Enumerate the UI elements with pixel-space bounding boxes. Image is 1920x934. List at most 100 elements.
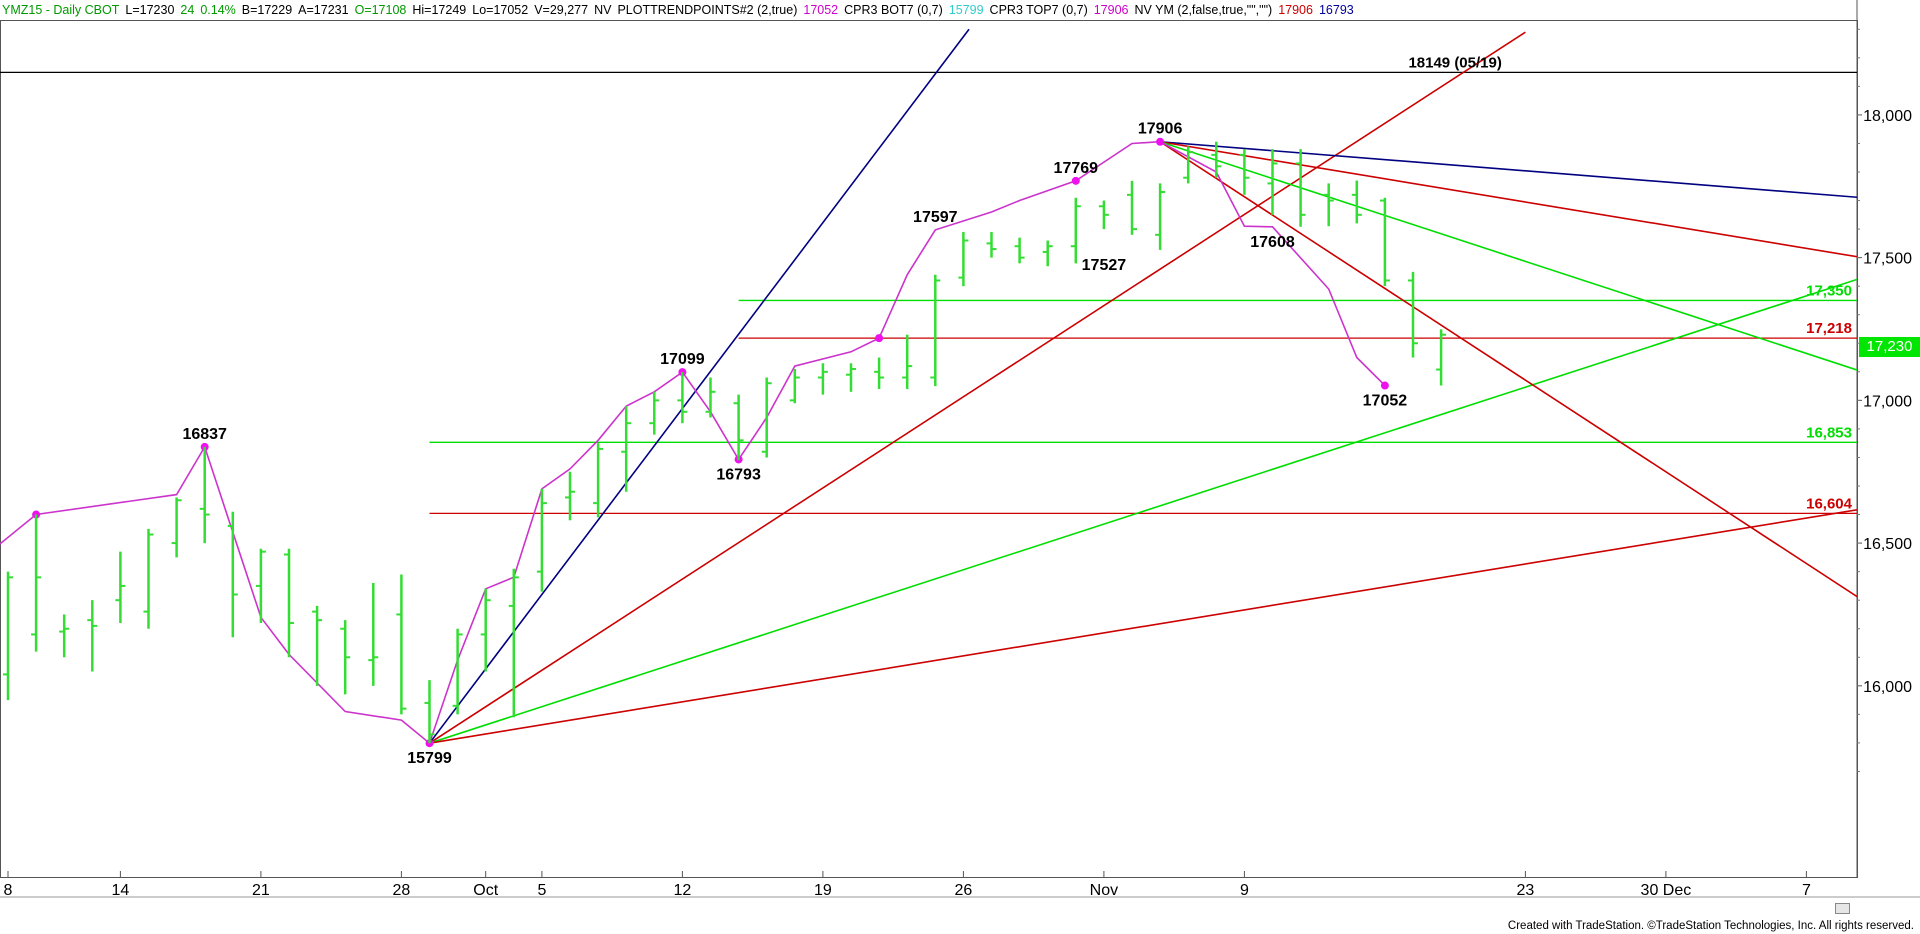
header-item: CPR3 TOP7 (0,7): [989, 3, 1088, 17]
level-label: 16,853: [1806, 424, 1852, 441]
header-item: NV: [594, 3, 612, 17]
x-tick-label: 21: [252, 882, 270, 899]
trendline: [429, 508, 1857, 744]
header-item: 24: [180, 3, 195, 17]
ohlc-bar: [565, 471, 575, 521]
ohlc-bar: [1070, 197, 1081, 264]
header-item: 17052: [803, 3, 839, 17]
ohlc-bar: [480, 588, 491, 672]
x-tick-label: 7: [1802, 882, 1811, 899]
ohlc-bar: [1408, 271, 1418, 358]
trendline: [1160, 140, 1857, 199]
chart-frame: [0, 0, 1920, 898]
x-tick-label: Nov: [1090, 882, 1118, 899]
ohlc-bar: [1183, 146, 1194, 184]
header-item: 17906: [1093, 3, 1129, 17]
trendline: [1159, 140, 1857, 258]
ohlc-bar: [1098, 200, 1109, 230]
ohlc-bar: [255, 548, 266, 624]
swing-label: 17052: [1363, 393, 1408, 410]
level-label: 16,604: [1806, 495, 1853, 512]
ohlc-bar: [312, 605, 323, 686]
x-tick-label: 9: [1240, 882, 1249, 899]
scrollbar-thumb[interactable]: [1835, 903, 1850, 914]
ohlc-bar: [284, 548, 294, 658]
ohlc-bar: [621, 406, 632, 492]
ohlc-bar: [677, 372, 688, 424]
swing-label: 16793: [716, 466, 761, 483]
ohlc-bar: [1014, 237, 1025, 264]
price-axis: 16,000 16,500 17,000 17,500 18,000: [1857, 28, 1912, 772]
header-item: V=29,277: [534, 3, 589, 17]
ohlc-bar: [930, 274, 941, 387]
horizontal-levels: [0, 71, 1857, 515]
level-label: 18149 (05/19): [1408, 54, 1501, 71]
ohlc-bar: [846, 363, 856, 392]
ohlc-bar: [3, 571, 13, 701]
x-tick-label: 8: [4, 882, 13, 899]
ohlc-bar: [1211, 141, 1222, 178]
ohlc-bar: [1351, 180, 1362, 224]
ohlc-bar: [1295, 149, 1306, 227]
ohlc-bar: [1379, 197, 1390, 287]
date-axis: 8 14 21 28 Oct 5 12 19 26 Nov 9 23 30 Dec 7: [4, 871, 1811, 899]
ohlc-bar: [1127, 180, 1137, 235]
price-bars: [3, 141, 1447, 744]
trendline: [1159, 140, 1857, 371]
chart-header: YMZ15 - Daily CBOT L=17230 24 0.14% B=17229 A…: [0, 0, 1859, 20]
ohlc-bar: [958, 231, 969, 287]
x-tick-label: 28: [393, 882, 411, 899]
ohlc-bar: [1042, 240, 1053, 267]
x-tick-label: 30 Dec: [1641, 882, 1692, 899]
swing-point: [1380, 381, 1389, 390]
header-item: A=17231: [298, 3, 349, 17]
trendline: [428, 28, 970, 744]
header-item: 0.14%: [200, 3, 236, 17]
header-item: CPR3 BOT7 (0,7): [844, 3, 943, 17]
copyright-footer: Created with TradeStation. ©TradeStation…: [1507, 920, 1914, 932]
ohlc-bar: [649, 391, 660, 435]
ohlc-bar: [1323, 183, 1334, 227]
swing-label: 15799: [407, 750, 452, 767]
header-item: Hi=17249: [412, 3, 467, 17]
last-price-flag: 17,230: [1859, 337, 1920, 357]
swing-label: 17099: [660, 351, 705, 368]
x-tick-label: Oct: [473, 882, 498, 899]
ohlc-bar: [593, 443, 604, 518]
plot-border: [0, 20, 1858, 878]
swing-label: 16837: [182, 426, 227, 443]
header-item: O=17108: [354, 3, 407, 17]
ohlc-bar: [368, 583, 379, 686]
ohlc-bar: [171, 497, 182, 558]
ohlc-bar: [874, 357, 885, 389]
swing-label: 17769: [1054, 160, 1099, 177]
ohlc-bar: [87, 600, 98, 672]
ohlc-bar: [733, 394, 744, 461]
y-tick-label: 17,500: [1863, 251, 1912, 268]
trendline: [429, 278, 1857, 744]
trendline: [429, 31, 1526, 744]
ohlc-bar: [340, 620, 351, 695]
ohlc-bar: [789, 368, 800, 404]
ohlc-bar: [536, 488, 547, 592]
ohlc-bar: [227, 511, 238, 638]
x-tick-label: 23: [1517, 882, 1535, 899]
trendlines: [428, 28, 1857, 744]
ohlc-bar: [59, 614, 70, 658]
ohlc-bar: [452, 628, 463, 715]
header-item: Lo=17052: [472, 3, 529, 17]
swing-labels: 18149 (05/19) 17,350 17,218 16,853 16,604 168…: [182, 54, 1852, 767]
swing-point: [1071, 176, 1080, 185]
ohlc-bar: [902, 334, 913, 389]
ohlc-bar: [1436, 329, 1447, 386]
ohlc-bar: [508, 568, 519, 718]
swing-label: 17906: [1138, 121, 1183, 138]
swing-label: 17608: [1250, 234, 1295, 251]
ohlc-bar: [115, 551, 126, 624]
level-label: 17,218: [1806, 320, 1852, 337]
x-tick-label: 19: [814, 882, 832, 899]
ohlc-bar: [1267, 149, 1278, 215]
ohlc-bar: [817, 363, 828, 395]
ohlc-bar: [143, 528, 154, 629]
